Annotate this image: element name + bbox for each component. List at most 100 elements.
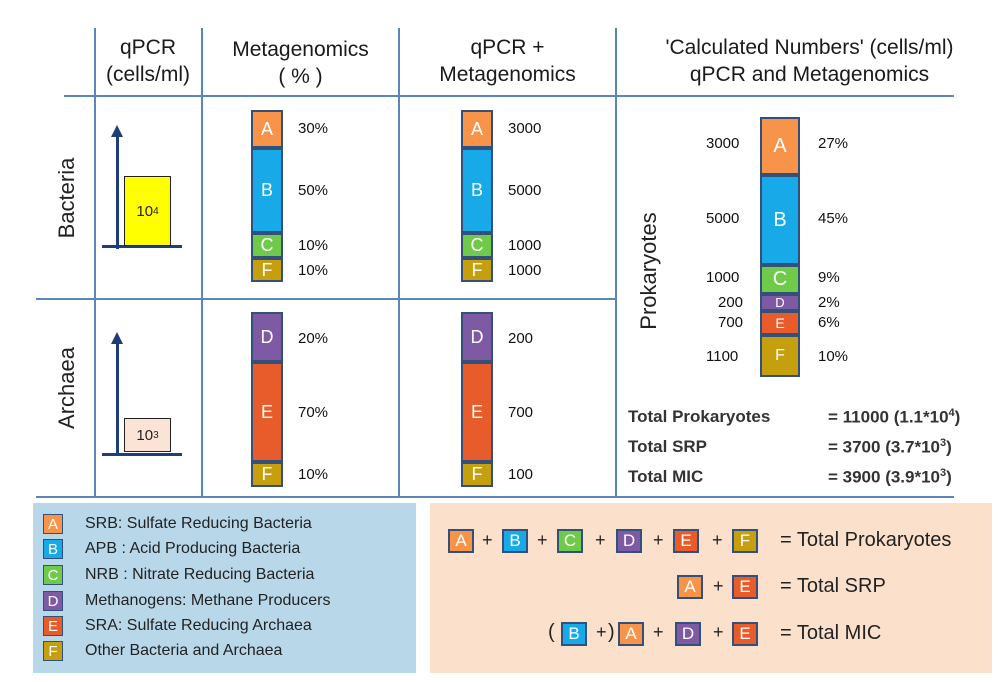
row-label-archaea: Archaea <box>54 347 79 429</box>
row-label-bacteria: Bacteria <box>54 157 79 239</box>
bact-meta-pct-c: 10% <box>298 237 329 254</box>
legend-text-e: SRA: Sulfate Reducing Archaea <box>85 617 312 634</box>
bact-calc-seg-f: F <box>461 258 493 282</box>
legend-item-c: C NRB : Nitrate Reducing Bacteria <box>43 564 314 586</box>
legend-item-e: E SRA: Sulfate Reducing Archaea <box>43 615 312 637</box>
bact-calc-num-a: 3000 <box>508 120 542 137</box>
eq1-plus-5: + <box>712 530 723 550</box>
column-divider-4 <box>615 28 617 497</box>
eq3-close-paren: ) <box>608 621 615 643</box>
bact-meta-seg-a: A <box>251 110 283 148</box>
arch-meta-seg-f: F <box>251 462 283 487</box>
eq2-plus: + <box>713 576 724 596</box>
prok-seg-b: B <box>760 175 800 265</box>
eq1-swatch-b: B <box>502 529 528 553</box>
legend-panel: A SRB: Sulfate Reducing Bacteria B APB :… <box>33 503 416 673</box>
arch-calc-seg-f: F <box>461 462 493 487</box>
legend-text-b: APB : Acid Producing Bacteria <box>85 540 301 557</box>
eq1-plus-3: + <box>595 530 606 550</box>
bact-meta-seg-b: B <box>251 148 283 233</box>
prok-seg-e: E <box>760 311 800 335</box>
eq3-plus-3: + <box>713 622 724 642</box>
prok-pct-a: 27% <box>818 135 849 152</box>
prok-pct-d: 2% <box>818 294 840 311</box>
eq2-swatch-e: E <box>732 575 758 599</box>
arch-calc-num-d: 200 <box>508 330 534 347</box>
eq3-result: = Total MIC <box>780 622 882 644</box>
legend-text-d: Methanogens: Methane Producers <box>85 592 331 609</box>
total-prokaryotes-value: = 11000 (1.1*104) <box>828 407 961 427</box>
eq1-swatch-a: A <box>448 529 474 553</box>
archaea-y-axis <box>116 341 119 456</box>
archaea-qpcr-bar: 10 3 <box>124 418 171 452</box>
legend-item-d: D Methanogens: Methane Producers <box>43 590 330 612</box>
header-metagenomics: Metagenomics ( % ) <box>232 38 369 88</box>
bact-meta-pct-b: 50% <box>298 182 329 199</box>
eq1-plus-4: + <box>653 530 664 550</box>
bact-meta-pct-a: 30% <box>298 120 329 137</box>
arch-meta-seg-e: E <box>251 362 283 462</box>
bacteria-x-axis <box>102 245 182 248</box>
prok-num-b: 5000 <box>706 210 740 227</box>
eq3-swatch-b: B <box>561 622 587 646</box>
eq1-swatch-d: D <box>616 529 642 553</box>
total-srp-label: Total SRP <box>628 437 708 456</box>
legend-text-a: SRB: Sulfate Reducing Bacteria <box>85 515 312 532</box>
table-bottom-border <box>36 496 954 498</box>
total-srp-value: = 3700 (3.7*103) <box>828 437 952 457</box>
archaea-axis-arrow <box>111 332 123 344</box>
eq3-swatch-e: E <box>732 622 758 646</box>
bact-meta-seg-c: C <box>251 233 283 258</box>
bact-meta-pct-f: 10% <box>298 262 329 279</box>
bact-calc-seg-a: A <box>461 110 493 148</box>
total-prokaryotes-label: Total Prokaryotes <box>628 407 771 426</box>
prok-seg-f: F <box>760 335 800 377</box>
header-qpcr: qPCR (cells/ml) <box>106 36 190 86</box>
eq3-plus-1: + <box>596 622 607 642</box>
table-top-border <box>64 95 954 97</box>
column-divider-2 <box>201 28 203 497</box>
bacteria-axis-arrow <box>111 125 123 137</box>
eq1-swatch-f: F <box>732 529 758 553</box>
prok-seg-a: A <box>760 117 800 175</box>
bacteria-qpcr-bar: 10 4 <box>124 176 171 246</box>
eq2-swatch-a: A <box>677 575 703 599</box>
eq1-swatch-c: C <box>557 529 583 553</box>
eq1-result: = Total Prokaryotes <box>780 529 952 551</box>
bact-calc-seg-c: C <box>461 233 493 258</box>
prok-seg-c: C <box>760 265 800 294</box>
arch-meta-seg-d: D <box>251 312 283 362</box>
prok-num-a: 3000 <box>706 135 740 152</box>
equations-panel: A + B + C + D + E + F = Total Prokaryote… <box>430 503 992 673</box>
legend-item-f: F Other Bacteria and Archaea <box>43 640 282 662</box>
bact-meta-seg-f: F <box>251 258 283 282</box>
arch-calc-num-e: 700 <box>508 404 534 421</box>
arch-meta-pct-e: 70% <box>298 404 329 421</box>
column-divider-3 <box>398 28 400 497</box>
arch-meta-pct-f: 10% <box>298 466 329 483</box>
legend-swatch-c: C <box>43 565 63 585</box>
row-divider <box>36 298 616 300</box>
eq1-swatch-e: E <box>673 529 699 553</box>
legend-swatch-d: D <box>43 591 63 611</box>
legend-item-b: B APB : Acid Producing Bacteria <box>43 538 300 560</box>
prok-pct-b: 45% <box>818 210 849 227</box>
header-calculated-numbers: 'Calculated Numbers' (cells/ml) qPCR and… <box>665 36 954 86</box>
prok-num-e: 700 <box>718 314 744 331</box>
bact-calc-num-b: 5000 <box>508 182 542 199</box>
eq3-plus-2: + <box>653 622 664 642</box>
bacteria-y-axis <box>116 134 119 249</box>
eq3-open-paren: ( <box>548 621 555 643</box>
legend-swatch-f: F <box>43 641 63 661</box>
total-mic-value: = 3900 (3.9*103) <box>828 467 952 487</box>
bact-calc-seg-b: B <box>461 148 493 233</box>
prok-num-d: 200 <box>718 294 744 311</box>
legend-swatch-a: A <box>43 514 63 534</box>
bact-calc-num-f: 1000 <box>508 262 542 279</box>
eq1-plus-1: + <box>482 530 493 550</box>
header-qpcr-metagenomics: qPCR + Metagenomics <box>439 36 576 86</box>
legend-text-f: Other Bacteria and Archaea <box>85 642 283 659</box>
prok-pct-c: 9% <box>818 269 840 286</box>
arch-calc-seg-d: D <box>461 312 493 362</box>
legend-text-c: NRB : Nitrate Reducing Bacteria <box>85 566 315 583</box>
